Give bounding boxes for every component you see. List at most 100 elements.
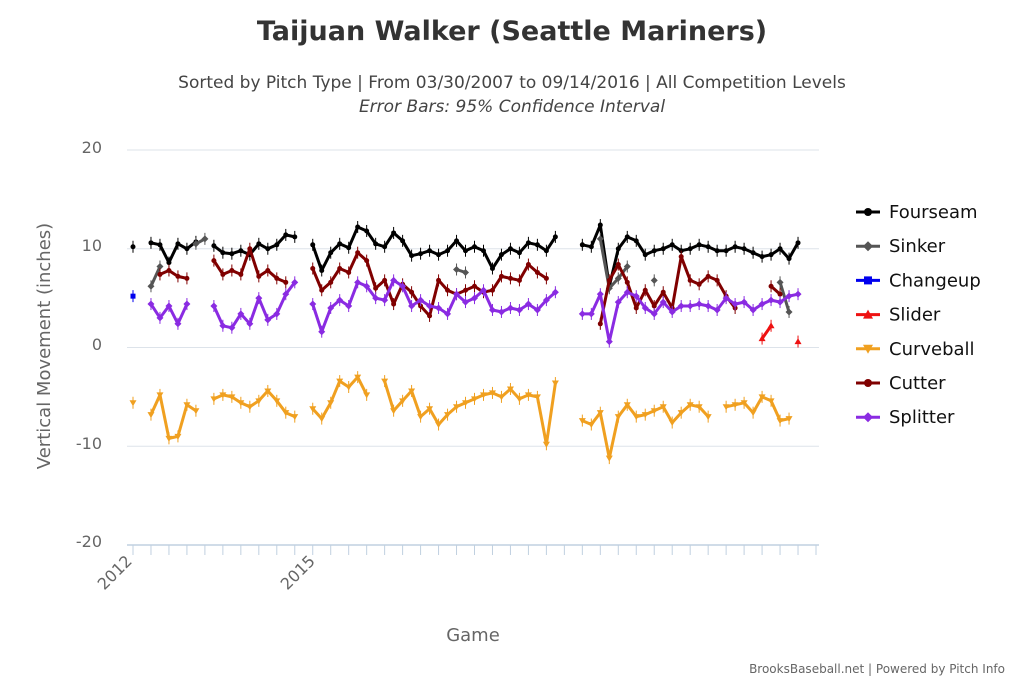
- legend-item-changeup[interactable]: Changeup: [856, 270, 981, 291]
- data-point: [488, 390, 496, 397]
- data-point: [597, 222, 603, 228]
- data-point: [408, 302, 416, 310]
- legend-label: Fourseam: [889, 202, 978, 223]
- data-point: [274, 275, 280, 281]
- data-point: [507, 246, 513, 252]
- legend-item-fourseam[interactable]: Fourseam: [856, 202, 978, 223]
- data-point: [445, 248, 451, 254]
- data-point: [400, 238, 406, 244]
- data-point: [472, 283, 477, 289]
- data-point: [381, 296, 389, 304]
- series-line: [213, 389, 296, 418]
- data-point: [427, 313, 433, 319]
- data-point: [228, 324, 236, 332]
- data-point: [327, 400, 335, 407]
- legend-label: Sinker: [889, 236, 946, 257]
- data-point: [364, 258, 370, 264]
- data-point: [363, 282, 371, 290]
- data-point: [605, 455, 613, 462]
- data-point: [614, 298, 622, 306]
- data-point: [633, 305, 639, 311]
- data-point: [497, 308, 505, 316]
- data-point: [794, 290, 802, 298]
- data-point: [750, 250, 756, 256]
- data-point: [364, 228, 370, 234]
- data-point: [795, 240, 801, 246]
- data-point: [767, 296, 775, 304]
- legend-item-splitter[interactable]: Splitter: [856, 407, 955, 428]
- data-point: [506, 386, 514, 393]
- data-point: [211, 258, 217, 264]
- data-point: [273, 310, 281, 318]
- data-point: [255, 398, 263, 405]
- data-point: [632, 414, 640, 421]
- data-point: [552, 234, 558, 240]
- data-point: [462, 268, 470, 276]
- data-point: [651, 248, 657, 254]
- data-point: [704, 302, 712, 310]
- series-curveball: [129, 371, 793, 465]
- data-point: [220, 250, 226, 256]
- data-point: [687, 246, 693, 252]
- data-point: [650, 408, 658, 415]
- data-point: [614, 274, 622, 282]
- data-point: [524, 392, 532, 399]
- data-point: [175, 273, 181, 279]
- data-point: [454, 238, 460, 244]
- data-point: [767, 322, 775, 329]
- chart-credit: BrooksBaseball.net | Powered by Pitch In…: [749, 662, 1005, 676]
- chart-subtitle: Sorted by Pitch Type | From 03/30/2007 t…: [178, 73, 846, 93]
- data-point: [237, 310, 245, 318]
- series-changeup: [130, 290, 136, 303]
- legend-item-curveball[interactable]: Curveball: [856, 339, 975, 360]
- legend-label: Slider: [889, 305, 941, 326]
- data-point: [310, 266, 316, 271]
- data-point: [776, 298, 784, 306]
- data-point: [498, 273, 504, 279]
- data-point: [695, 300, 703, 308]
- data-point: [543, 275, 549, 281]
- data-point: [381, 378, 389, 385]
- data-point: [445, 287, 451, 293]
- series-fourseam: [130, 219, 801, 293]
- data-point: [355, 250, 361, 256]
- data-point: [256, 241, 262, 247]
- data-point: [463, 248, 469, 254]
- data-point: [165, 435, 173, 442]
- data-point: [130, 244, 136, 250]
- data-point: [436, 252, 442, 258]
- data-point: [605, 338, 613, 346]
- data-point: [480, 248, 486, 254]
- data-point: [525, 240, 531, 246]
- y-tick-label: 0: [92, 335, 102, 354]
- data-point: [444, 412, 452, 419]
- data-point: [147, 282, 155, 290]
- data-point: [453, 265, 461, 273]
- data-point: [606, 277, 612, 283]
- data-point: [282, 290, 290, 298]
- data-point: [166, 267, 172, 273]
- x-axis-title: Game: [446, 625, 500, 646]
- data-point: [318, 416, 326, 423]
- legend-item-slider[interactable]: Slider: [856, 305, 941, 326]
- legend-item-sinker[interactable]: Sinker: [856, 236, 946, 257]
- series-line: [149, 393, 197, 440]
- data-point: [156, 314, 164, 322]
- data-point: [292, 234, 298, 240]
- legend-item-cutter[interactable]: Cutter: [856, 373, 946, 394]
- data-point: [615, 262, 621, 268]
- chart-title: Taijuan Walker (Seattle Mariners): [257, 16, 767, 47]
- data-point: [497, 394, 505, 401]
- data-point: [794, 338, 802, 345]
- data-point: [399, 398, 407, 405]
- data-point: [129, 400, 137, 407]
- data-point: [543, 248, 549, 254]
- data-point: [166, 260, 172, 266]
- data-point: [337, 241, 343, 247]
- data-point: [660, 289, 666, 295]
- data-point: [427, 248, 433, 254]
- data-point: [264, 388, 272, 395]
- data-point: [714, 277, 720, 283]
- data-point: [210, 396, 218, 403]
- data-point: [578, 310, 586, 318]
